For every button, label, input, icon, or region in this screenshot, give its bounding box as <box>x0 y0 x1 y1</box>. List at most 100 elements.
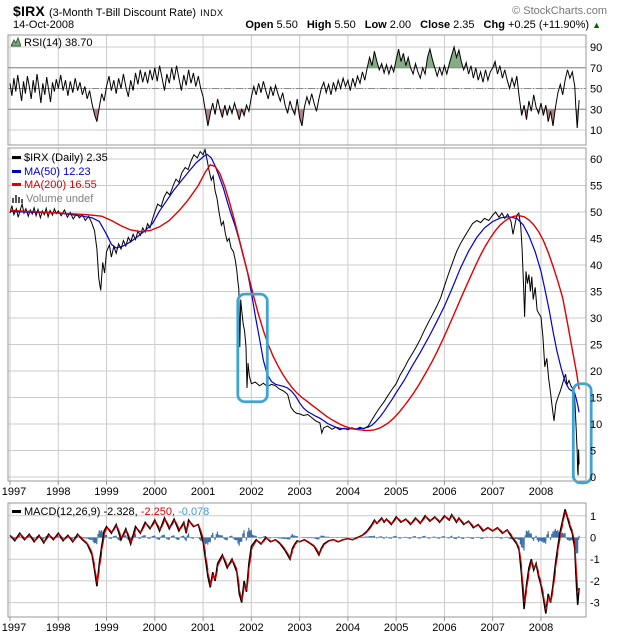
svg-text:35: 35 <box>590 287 602 299</box>
svg-text:2001: 2001 <box>191 622 215 634</box>
ma200-line <box>9 163 580 432</box>
macd-legend: MACD(12,26,9) -2.328, -2.250, -0.078 <box>12 506 209 519</box>
open-label: Open <box>245 19 274 31</box>
volume-legend-label: Volume undef <box>26 192 94 205</box>
symbol: $IRX <box>13 3 45 19</box>
high-value: 5.50 <box>334 19 356 31</box>
exchange-label: INDX <box>200 8 224 18</box>
svg-text:20: 20 <box>590 366 602 378</box>
svg-text:1998: 1998 <box>46 622 70 634</box>
rsi-legend: RSI(14) 38.70 <box>10 36 93 50</box>
legend-item-ma200: MA(200) 16.55 <box>12 179 108 193</box>
svg-text:-3: -3 <box>590 598 600 610</box>
chart-header: $IRX (3-Month T-Bill Discount Rate) INDX ©… <box>13 3 607 19</box>
svg-text:-2: -2 <box>590 576 600 588</box>
svg-text:2000: 2000 <box>143 622 167 634</box>
svg-text:25: 25 <box>590 340 602 352</box>
svg-text:1998: 1998 <box>46 486 70 498</box>
highlight-box-2 <box>571 382 593 485</box>
x-axis-middle: 1997 1998 1999 2000 2001 2002 2003 2004 2005 2006… <box>2 481 553 498</box>
low-label: Low <box>364 19 387 31</box>
svg-text:1997: 1997 <box>2 486 26 498</box>
svg-text:30: 30 <box>590 313 602 325</box>
rsi-panel: 90 70 50 30 10 <box>7 34 602 146</box>
ma200-swatch-icon <box>12 183 21 186</box>
rsi-legend-label: RSI(14) 38.70 <box>24 37 93 49</box>
svg-text:60: 60 <box>590 154 602 166</box>
legend-item-irx: $IRX (Daily) 2.35 <box>12 152 108 166</box>
svg-text:2001: 2001 <box>191 486 215 498</box>
svg-text:2008: 2008 <box>529 622 553 634</box>
highlight-box-1 <box>236 292 269 404</box>
macd-histogram-value: -0.078 <box>175 506 210 518</box>
svg-text:1: 1 <box>590 511 596 523</box>
ma50-legend-label: MA(50) 12.23 <box>24 165 91 178</box>
up-triangle-icon: ▲ <box>592 20 601 30</box>
macd-signal-line <box>9 510 580 611</box>
chg-label: Chg <box>483 19 505 31</box>
close-label: Close <box>420 19 451 31</box>
chg-value: +0.25 (+11.90%) <box>507 19 590 31</box>
price-line <box>9 147 580 476</box>
open-value: 5.50 <box>276 19 298 31</box>
svg-text:1999: 1999 <box>94 622 118 634</box>
svg-text:-1: -1 <box>590 554 600 566</box>
svg-text:2005: 2005 <box>384 622 408 634</box>
svg-text:90: 90 <box>590 42 602 54</box>
macd-signal-value: -2.250, <box>137 506 176 518</box>
ohlc-quote: Open 5.50 High 5.50 Low 2.00 Close 2.35 Chg +0.25… <box>236 19 601 31</box>
volume-bars-icon <box>12 194 23 203</box>
low-value: 2.00 <box>389 19 412 31</box>
svg-text:2000: 2000 <box>143 486 167 498</box>
svg-text:5: 5 <box>590 446 596 458</box>
ma50-line <box>9 153 580 430</box>
svg-text:2004: 2004 <box>336 622 360 634</box>
legend-item-volume: Volume undef <box>12 193 108 207</box>
svg-text:0: 0 <box>590 533 596 545</box>
ma50-swatch-icon <box>12 169 21 173</box>
svg-text:50: 50 <box>590 207 602 219</box>
svg-text:1997: 1997 <box>2 622 26 634</box>
x-axis-bottom: 1997 1998 1999 2000 2001 2002 2003 2004 2005 2006… <box>2 617 553 634</box>
rsi-line <box>9 45 580 129</box>
svg-text:15: 15 <box>590 393 602 405</box>
chart-date: 14-Oct-2008 <box>13 19 75 31</box>
svg-text:2002: 2002 <box>239 486 263 498</box>
svg-text:2008: 2008 <box>529 486 553 498</box>
svg-text:2004: 2004 <box>336 486 360 498</box>
svg-text:50: 50 <box>590 84 602 96</box>
svg-text:55: 55 <box>590 181 602 193</box>
legend-item-ma50: MA(50) 12.23 <box>12 166 108 180</box>
rsi-area-icon <box>10 36 22 47</box>
svg-text:2006: 2006 <box>432 486 456 498</box>
stockcharts-credit-link[interactable]: © StockCharts.com <box>512 5 607 17</box>
quote-row: 14-Oct-2008 Open 5.50 High 5.50 Low 2.00 Close… <box>13 19 607 33</box>
irx-legend-label: $IRX (Daily) 2.35 <box>24 152 108 164</box>
svg-text:70: 70 <box>590 63 602 75</box>
symbol-description: (3-Month T-Bill Discount Rate) <box>48 7 197 19</box>
macd-value: -2.328, <box>100 506 138 518</box>
price-legend: $IRX (Daily) 2.35 MA(50) 12.23 MA(200) 1… <box>12 152 108 206</box>
svg-text:0: 0 <box>590 472 596 484</box>
svg-text:45: 45 <box>590 234 602 246</box>
svg-text:2002: 2002 <box>239 622 263 634</box>
svg-text:2003: 2003 <box>287 486 311 498</box>
high-label: High <box>306 19 332 31</box>
ma200-legend-label: MA(200) 16.55 <box>24 179 97 191</box>
macd-legend-name: MACD(12,26,9) <box>24 506 101 518</box>
svg-text:2005: 2005 <box>384 486 408 498</box>
close-value: 2.35 <box>453 19 475 31</box>
svg-text:10: 10 <box>590 419 602 431</box>
svg-text:2007: 2007 <box>480 622 504 634</box>
irx-swatch-icon <box>12 156 21 159</box>
macd-swatch-icon <box>12 510 21 513</box>
macd-panel: 1 0 -1 -2 -3 <box>7 502 600 618</box>
svg-text:1999: 1999 <box>94 486 118 498</box>
svg-text:30: 30 <box>590 104 602 116</box>
svg-text:40: 40 <box>590 260 602 272</box>
svg-text:2006: 2006 <box>432 622 456 634</box>
svg-text:10: 10 <box>590 125 602 137</box>
